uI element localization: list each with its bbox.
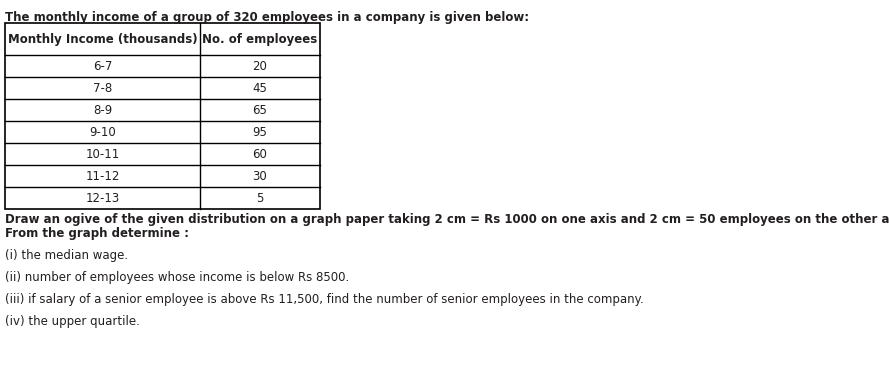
Text: 65: 65 — [252, 103, 268, 117]
Text: 11-12: 11-12 — [85, 170, 120, 183]
Text: 95: 95 — [252, 125, 268, 138]
Text: 7-8: 7-8 — [92, 81, 112, 95]
Text: (iii) if salary of a senior employee is above Rs 11,500, find the number of seni: (iii) if salary of a senior employee is … — [5, 293, 644, 306]
Text: 6-7: 6-7 — [92, 60, 112, 72]
Text: 20: 20 — [252, 60, 268, 72]
Bar — [5, 23, 320, 209]
Text: 45: 45 — [252, 81, 268, 95]
Text: Draw an ogive of the given distribution on a graph paper taking 2 cm = Rs 1000 o: Draw an ogive of the given distribution … — [5, 213, 889, 226]
Text: (iv) the upper quartile.: (iv) the upper quartile. — [5, 315, 140, 328]
Text: 30: 30 — [252, 170, 268, 183]
Text: From the graph determine :: From the graph determine : — [5, 227, 189, 240]
Text: 9-10: 9-10 — [89, 125, 116, 138]
Text: (ii) number of employees whose income is below Rs 8500.: (ii) number of employees whose income is… — [5, 271, 349, 284]
Text: 12-13: 12-13 — [85, 191, 120, 205]
Text: 10-11: 10-11 — [85, 148, 120, 160]
Text: No. of employees: No. of employees — [203, 32, 317, 46]
Text: 8-9: 8-9 — [92, 103, 112, 117]
Text: (i) the median wage.: (i) the median wage. — [5, 249, 128, 262]
Text: 60: 60 — [252, 148, 268, 160]
Text: The monthly income of a group of 320 employees in a company is given below:: The monthly income of a group of 320 emp… — [5, 11, 529, 24]
Text: Monthly Income (thousands): Monthly Income (thousands) — [8, 32, 197, 46]
Text: 5: 5 — [256, 191, 264, 205]
